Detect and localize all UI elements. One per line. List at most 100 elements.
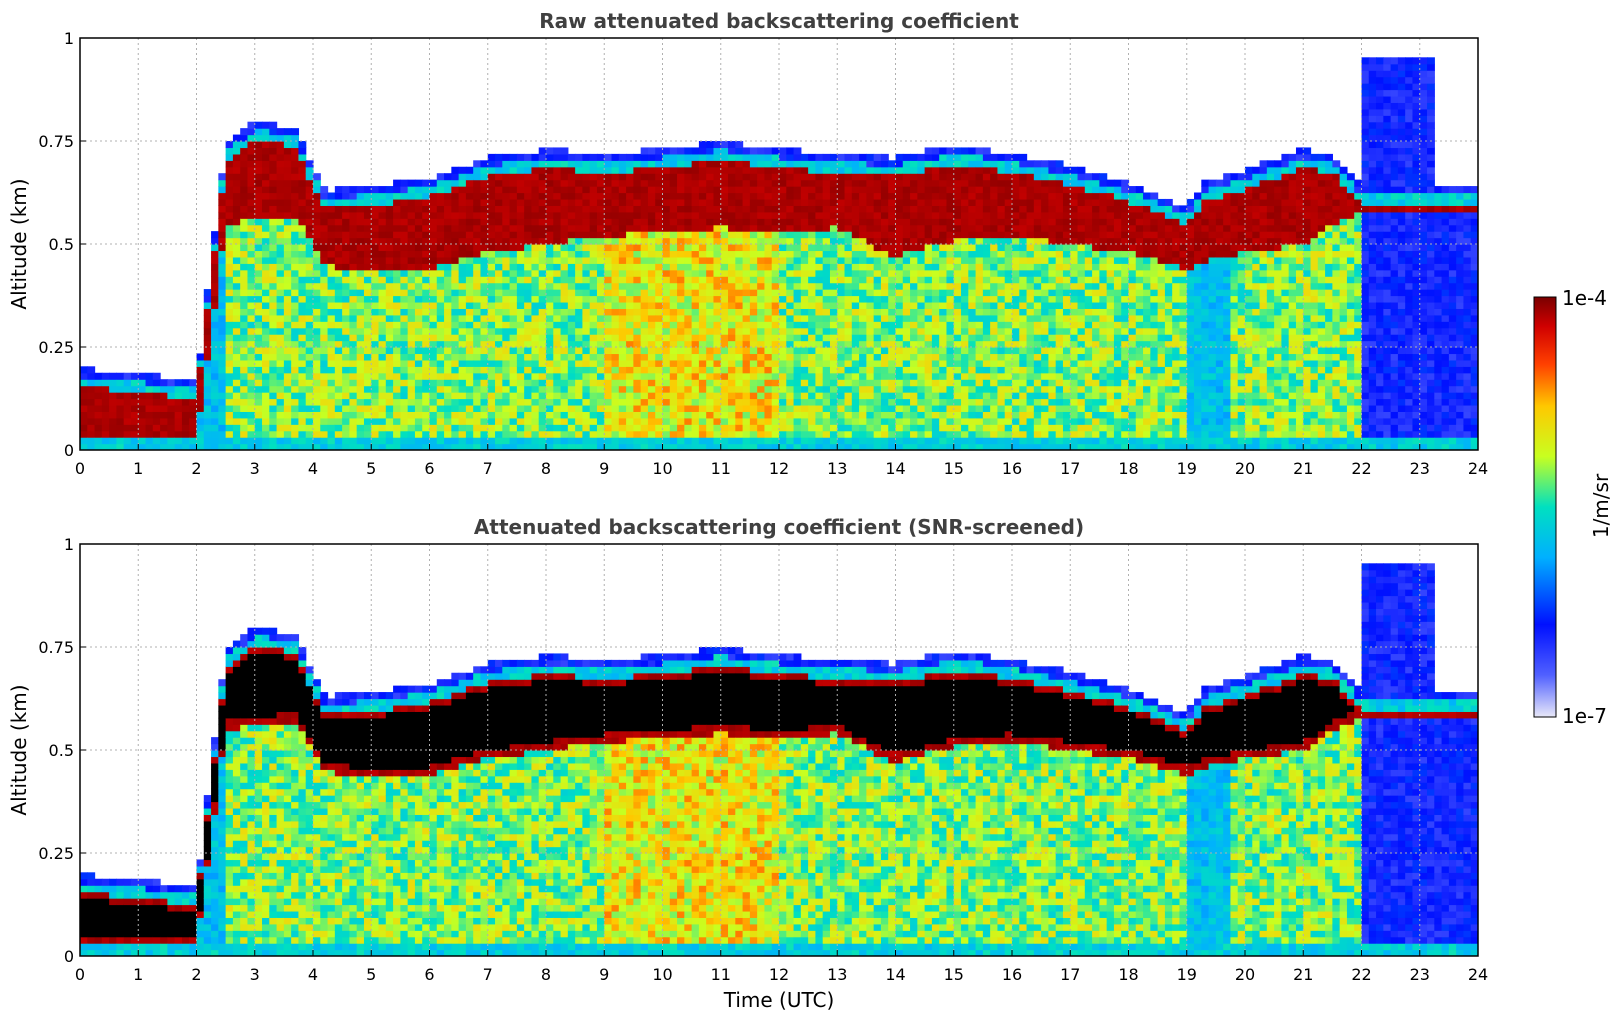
heatmap-cell [706,205,715,213]
heatmap-cell [371,366,380,374]
heatmap-cell [735,192,744,200]
heatmap-cell [291,430,300,438]
heatmap-cell [837,437,846,445]
heatmap-cell [633,301,642,309]
heatmap-cell [837,430,846,438]
heatmap-cell [393,250,401,258]
heatmap-cell [873,153,882,161]
heatmap-cell [363,314,372,322]
heatmap-cell [779,359,787,367]
heatmap-cell [829,218,838,226]
heatmap-cell [247,244,256,252]
heatmap-cell [808,186,817,194]
heatmap-cell [786,179,795,187]
heatmap-cell [429,340,438,348]
heatmap-cell [247,147,256,155]
heatmap-cell [444,404,452,412]
heatmap-cell [939,359,948,367]
heatmap-cell [822,160,831,168]
heatmap-cell [575,340,584,348]
heatmap-cell [662,385,671,393]
heatmap-cell [626,263,634,271]
heatmap-cell [371,218,380,226]
heatmap-cell [946,314,955,322]
heatmap-cell [946,340,955,348]
heatmap-cell [618,218,627,226]
heatmap-cell [567,353,576,361]
heatmap-cell [502,289,511,297]
heatmap-cell [203,295,212,303]
heatmap-cell [713,224,722,232]
heatmap-cell [225,430,234,438]
heatmap-cell [342,205,351,213]
heatmap-cell [939,321,948,329]
heatmap-cell [567,269,576,277]
heatmap-cell [815,231,824,239]
heatmap-cell [247,417,256,425]
heatmap-cell [407,392,416,400]
heatmap-cell [531,437,540,445]
heatmap-cell [706,166,715,174]
heatmap-cell [779,366,787,374]
heatmap-cell [851,250,860,258]
heatmap-cell [218,392,227,400]
heatmap-cell [356,404,365,412]
heatmap-cell [327,198,336,206]
heatmap-cell [757,385,766,393]
heatmap-cell [895,186,904,194]
heatmap-cell [946,237,955,245]
heatmap-cell [749,282,758,290]
heatmap-cell [953,314,962,322]
heatmap-cell [262,160,270,168]
heatmap-cell [669,359,678,367]
heatmap-cell [655,417,664,425]
heatmap-cell [611,340,620,348]
heatmap-cell [465,224,474,232]
heatmap-cell [924,372,933,380]
heatmap-cell [509,231,518,239]
heatmap-cell [771,282,780,290]
heatmap-cell [931,398,940,406]
heatmap-cell [961,437,969,445]
heatmap-cell [779,295,787,303]
heatmap-cell [961,430,969,438]
heatmap-cell [451,276,460,284]
heatmap-cell [225,198,234,206]
heatmap-cell [735,244,744,252]
heatmap-cell [771,186,780,194]
heatmap-cell [742,211,751,219]
heatmap-cell [254,153,263,161]
heatmap-cell [414,347,423,355]
heatmap-cell [655,179,664,187]
heatmap-cell [502,437,511,445]
heatmap-cell [291,347,300,355]
heatmap-cell [822,366,831,374]
heatmap-cell [283,179,292,187]
heatmap-cell [698,192,707,200]
heatmap-cell [611,282,620,290]
heatmap-cell [779,250,787,258]
heatmap-cell [516,334,525,342]
heatmap-cell [444,424,452,432]
heatmap-cell [422,334,431,342]
heatmap-cell [749,224,758,232]
heatmap-cell [684,244,693,252]
heatmap-cell [873,269,882,277]
heatmap-cell [356,430,365,438]
heatmap-cell [895,192,904,200]
heatmap-cell [269,205,278,213]
heatmap-cell [873,392,882,400]
heatmap-cell [851,218,860,226]
heatmap-cell [742,276,751,284]
heatmap-cell [953,308,962,316]
heatmap-cell [480,256,489,264]
heatmap-cell [480,263,489,271]
heatmap-cell [465,430,474,438]
heatmap-cell [866,198,875,206]
heatmap-cell [749,301,758,309]
heatmap-cell [80,430,88,438]
heatmap-cell [232,224,241,232]
heatmap-cell [487,256,496,264]
heatmap-cell [458,192,467,200]
heatmap-cell [480,205,489,213]
